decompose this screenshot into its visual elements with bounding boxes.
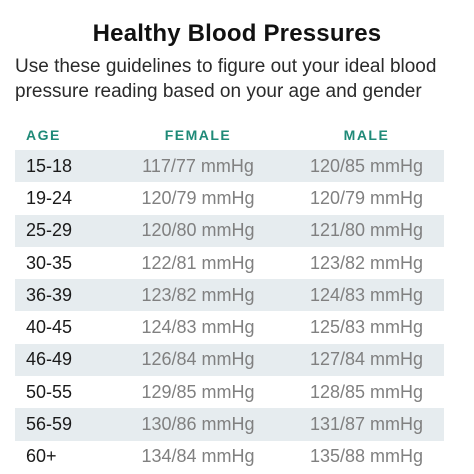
table-row: 40-45 124/83 mmHg 125/83 mmHg [15,311,444,343]
blood-pressure-table: AGE FEMALE MALE 15-18 117/77 mmHg 120/85… [15,124,444,473]
female-cell: 130/86 mmHg [141,414,255,435]
female-cell: 124/83 mmHg [141,317,255,338]
age-cell: 40-45 [26,317,73,338]
header-male: MALE [343,127,390,143]
table-row: 46-49 126/84 mmHg 127/84 mmHg [15,343,444,377]
table-body: 15-18 117/77 mmHg 120/85 mmHg 19-24 120/… [15,150,444,473]
table-row: 36-39 123/82 mmHg 124/83 mmHg [15,279,444,312]
header-age: AGE [26,127,61,143]
table-row: 56-59 130/86 mmHg 131/87 mmHg [15,408,444,441]
female-cell: 134/84 mmHg [141,446,255,467]
table-header-row: AGE FEMALE MALE [15,124,444,146]
male-cell: 127/84 mmHg [309,349,424,370]
age-cell: 25-29 [26,220,73,241]
table-row: 19-24 120/79 mmHg 120/79 mmHg [15,182,444,214]
age-cell: 19-24 [26,187,73,208]
age-cell: 30-35 [26,252,73,273]
table-row: 30-35 122/81 mmHg 123/82 mmHg [15,247,444,279]
female-cell: 117/77 mmHg [142,155,254,176]
male-cell: 124/83 mmHg [309,284,424,305]
age-cell: 60+ [26,446,57,467]
age-cell: 15-18 [26,155,73,176]
age-cell: 36-39 [26,284,73,305]
male-cell: 120/85 mmHg [309,155,424,176]
header-female: FEMALE [164,127,232,143]
age-cell: 46-49 [26,349,73,370]
table-row: 60+ 134/84 mmHg 135/88 mmHg [15,441,444,473]
male-cell: 121/80 mmHg [309,220,424,241]
female-cell: 120/79 mmHg [141,187,255,208]
male-cell: 123/82 mmHg [309,252,424,273]
male-cell: 125/83 mmHg [309,317,424,338]
female-cell: 129/85 mmHg [141,381,255,402]
female-cell: 120/80 mmHg [141,220,255,241]
male-cell: 128/85 mmHg [309,381,424,402]
page-title: Healthy Blood Pressures [92,20,382,47]
table-row: 25-29 120/80 mmHg 121/80 mmHg [15,214,444,247]
female-cell: 126/84 mmHg [141,349,255,370]
age-cell: 50-55 [26,381,73,402]
page-subtitle: Use these guidelines to figure out your … [15,56,437,102]
male-cell: 131/87 mmHg [309,414,424,435]
female-cell: 123/82 mmHg [141,284,255,305]
age-cell: 56-59 [26,414,73,435]
male-cell: 135/88 mmHg [309,446,424,467]
table-row: 15-18 117/77 mmHg 120/85 mmHg [15,150,444,183]
female-cell: 122/81 mmHg [141,252,255,273]
table-row: 50-55 129/85 mmHg 128/85 mmHg [15,376,444,408]
male-cell: 120/79 mmHg [309,187,424,208]
